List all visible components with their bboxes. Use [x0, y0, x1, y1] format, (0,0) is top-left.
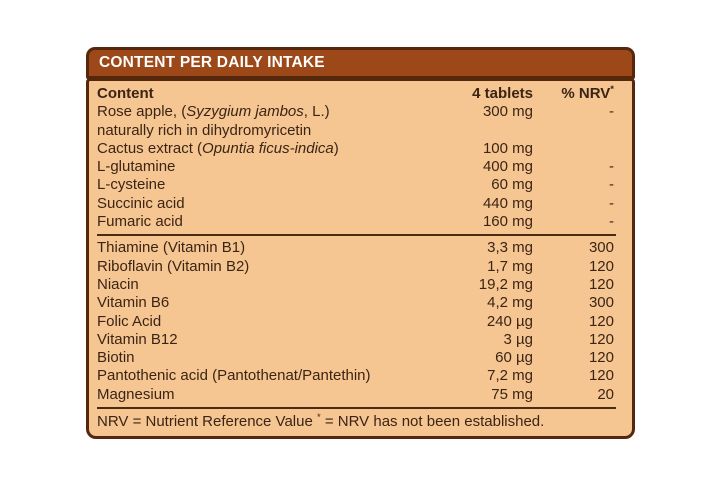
nutrient-name: Biotin	[97, 349, 135, 367]
nutrient-nrv: 120	[588, 367, 614, 385]
nutrient-amount: 19,2 mg	[478, 275, 533, 293]
panel-title: CONTENT PER DAILY INTAKE	[99, 54, 325, 71]
table-row: L-glutamine 400 mg -	[89, 158, 632, 176]
table-row: Biotin 60 µg 120	[89, 349, 632, 367]
nutrient-nrv: -	[609, 176, 614, 194]
table-row: Magnesium 75 mg 20	[89, 386, 632, 404]
nutrient-name: Magnesium	[97, 385, 175, 403]
nutrient-name: Rose apple, (Syzygium jambos, L.) natural…	[97, 103, 423, 140]
nutrient-name: Vitamin B6	[97, 294, 170, 312]
nutrient-amount: 60 µg	[495, 349, 533, 367]
footnote-asterisk: *	[316, 412, 321, 424]
table-row: L-cysteine 60 mg -	[89, 176, 632, 194]
nutrient-name: L-glutamine	[97, 158, 176, 176]
column-header-tablets: 4 tablets	[472, 85, 533, 102]
nutrient-nrv: 120	[588, 349, 614, 367]
nutrient-amount: 60 mg	[491, 176, 533, 194]
nutrient-amount: 440 mg	[482, 194, 533, 212]
nutrient-nrv: -	[609, 158, 614, 176]
footnote: NRV = Nutrient Reference Value * = NRV h…	[89, 412, 632, 431]
table-row: Fumaric acid 160 mg -	[89, 213, 632, 231]
nutrient-amount: 100 mg	[482, 139, 533, 157]
nutrient-name: Cactus extract (Opuntia ficus-indica)	[97, 139, 339, 157]
nutrient-amount: 7,2 mg	[487, 367, 533, 385]
nutrient-name: Riboflavin (Vitamin B2)	[97, 257, 250, 275]
table-row: Rose apple, (Syzygium jambos, L.) natural…	[89, 103, 632, 140]
footnote-prefix: NRV = Nutrient Reference Value	[97, 413, 317, 431]
table-row: Riboflavin (Vitamin B2) 1,7 mg 120	[89, 258, 632, 276]
nutrient-name: Succinic acid	[97, 194, 185, 212]
nutrient-nrv: -	[609, 213, 614, 231]
nutrient-nrv: -	[609, 103, 614, 121]
nutrient-nrv: 20	[597, 385, 614, 403]
nutrient-amount: 4,2 mg	[487, 294, 533, 312]
nutrient-nrv: -	[609, 194, 614, 212]
table-row: Vitamin B6 4,2 mg 300	[89, 294, 632, 312]
section-divider	[97, 234, 616, 237]
nrv-asterisk: *	[610, 84, 614, 95]
table-rows: Rose apple, (Syzygium jambos, L.) natural…	[89, 103, 632, 404]
footnote-suffix: = NRV has not been established.	[320, 413, 545, 431]
nutrient-nrv	[533, 140, 614, 158]
nutrient-name: Vitamin B12	[97, 330, 178, 348]
nutrient-name: L-cysteine	[97, 176, 166, 194]
table-row: Vitamin B12 3 µg 120	[89, 331, 632, 349]
nutrient-name: Thiamine (Vitamin B1)	[97, 239, 246, 257]
table-row: Niacin 19,2 mg 120	[89, 276, 632, 294]
nutrient-name: Niacin	[97, 275, 139, 293]
panel-title-bar: CONTENT PER DAILY INTAKE	[86, 47, 635, 79]
nutrient-amount: 1,7 mg	[487, 257, 533, 275]
nutrient-name: Folic Acid	[97, 312, 162, 330]
nutrient-nrv: 120	[588, 312, 614, 330]
nutrient-name: Pantothenic acid (Pantothenat/Pantethin)	[97, 367, 371, 385]
nutrient-amount: 3 µg	[503, 330, 534, 348]
nutrient-nrv: 300	[588, 294, 614, 312]
table-header-row: Content 4 tablets % NRV*	[89, 85, 632, 103]
nutrient-amount: 300 mg	[482, 103, 533, 121]
nutrient-amount: 160 mg	[482, 213, 533, 231]
column-header-content: Content	[97, 85, 154, 102]
nutrient-nrv: 120	[588, 330, 614, 348]
nutrient-amount: 75 mg	[491, 385, 533, 403]
nutrient-name: Fumaric acid	[97, 213, 183, 231]
nutrient-nrv: 120	[588, 257, 614, 275]
nutrient-amount: 3,3 mg	[487, 239, 533, 257]
table-row: Pantothenic acid (Pantothenat/Pantethin)…	[89, 367, 632, 385]
table-row: Thiamine (Vitamin B1) 3,3 mg 300	[89, 239, 632, 257]
table-row: Folic Acid 240 µg 120	[89, 313, 632, 331]
nutrient-amount: 240 µg	[486, 312, 533, 330]
nutrient-nrv: 120	[588, 275, 614, 293]
table-row: Succinic acid 440 mg -	[89, 195, 632, 213]
nutrient-name-line2: naturally rich in dihydromyricetin	[97, 121, 312, 139]
table-row: Cactus extract (Opuntia ficus-indica) 100…	[89, 140, 632, 158]
footer-divider	[97, 407, 616, 410]
panel-body: Content 4 tablets % NRV* Rose apple, (Sy…	[86, 78, 635, 440]
column-header-nrv: % NRV*	[561, 84, 614, 102]
nutrient-nrv: 300	[588, 239, 614, 257]
nutrient-amount: 400 mg	[482, 158, 533, 176]
nutrition-facts-panel: CONTENT PER DAILY INTAKE Content 4 table…	[86, 47, 635, 440]
